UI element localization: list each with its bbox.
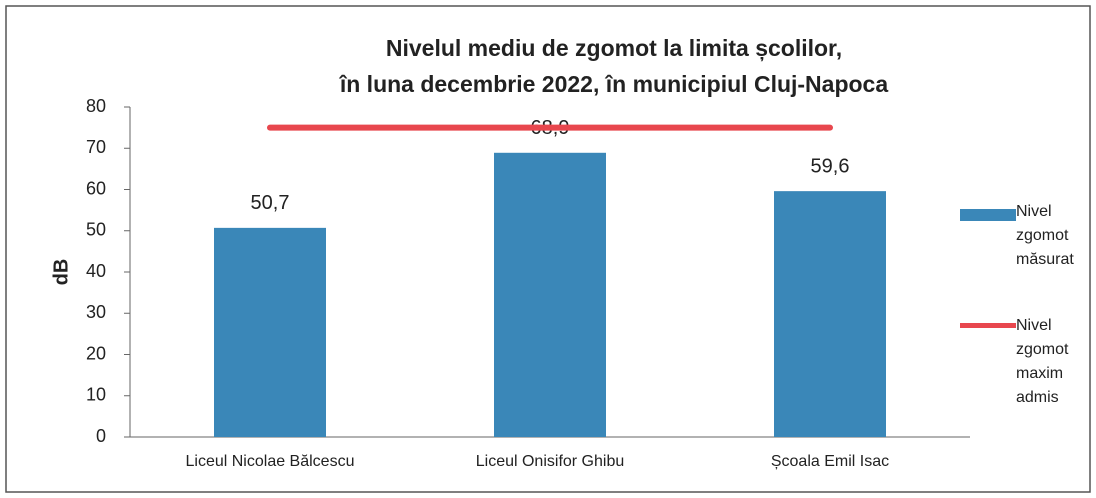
- y-tick-label: 30: [86, 302, 106, 322]
- bar: [774, 191, 886, 437]
- legend-label: Nivel zgomot maxim admis: [1016, 317, 1069, 406]
- data-label: 59,6: [811, 155, 850, 177]
- y-axis-label: dB: [50, 259, 72, 286]
- legend-swatch: [960, 209, 1016, 221]
- x-tick-label: Liceul Nicolae Bălcescu: [186, 453, 355, 470]
- y-tick-label: 20: [86, 343, 106, 363]
- y-tick-label: 80: [86, 96, 106, 116]
- y-tick-label: 70: [86, 137, 106, 157]
- y-tick-label: 0: [96, 426, 106, 446]
- y-tick-label: 40: [86, 261, 106, 281]
- chart-title: Nivelul mediu de zgomot la limita școlil…: [386, 35, 842, 62]
- legend-swatch: [960, 323, 1016, 328]
- bar: [214, 227, 326, 437]
- x-tick-label: Liceul Onisifor Ghibu: [476, 453, 625, 470]
- y-tick-label: 60: [86, 178, 106, 198]
- legend-label: Nivel zgomot măsurat: [1016, 203, 1074, 268]
- y-tick-label: 10: [86, 385, 106, 405]
- data-label: 50,7: [251, 192, 290, 214]
- legend-item: Nivel zgomot măsurat: [960, 200, 1088, 272]
- bar: [494, 152, 606, 437]
- legend-item: Nivel zgomot maxim admis: [960, 314, 1088, 410]
- chart-title: în luna decembrie 2022, în municipiul Cl…: [339, 71, 889, 97]
- y-tick-label: 50: [86, 220, 106, 240]
- x-tick-label: Școala Emil Isac: [771, 453, 889, 470]
